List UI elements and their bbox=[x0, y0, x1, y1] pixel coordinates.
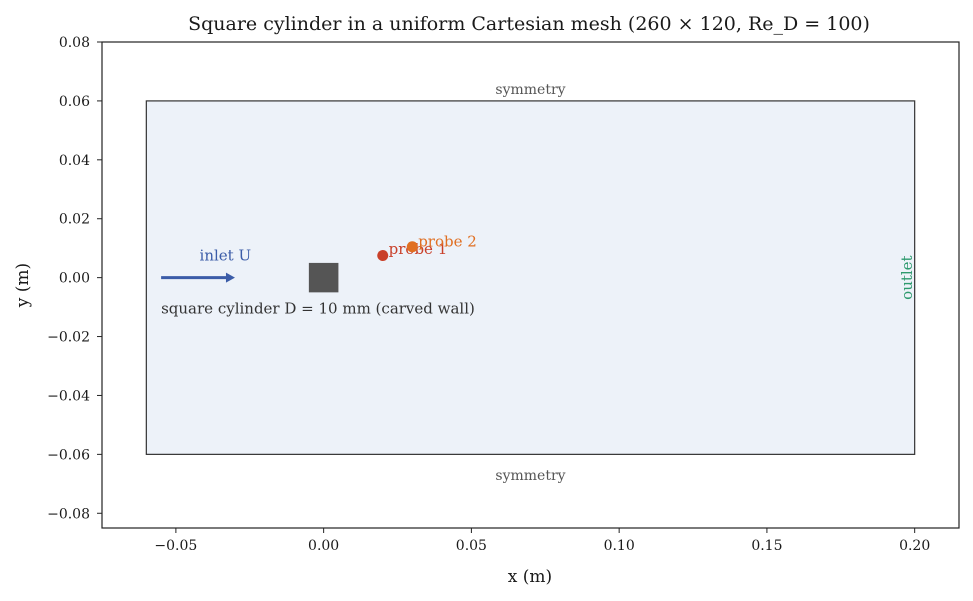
probe-1-marker bbox=[377, 250, 389, 262]
y-tick-label: 0.06 bbox=[59, 94, 90, 110]
probe-2-marker bbox=[406, 241, 418, 253]
x-axis-label: x (m) bbox=[508, 567, 552, 587]
y-tick-label: −0.02 bbox=[47, 330, 90, 346]
chart-title: Square cylinder in a uniform Cartesian m… bbox=[188, 13, 870, 35]
y-axis-ticks: −0.08 −0.06 −0.04 −0.02 0.00 0.02 0.04 0.06 0.08 bbox=[47, 35, 102, 522]
y-tick-label: 0.00 bbox=[59, 271, 90, 287]
cylinder-label: square cylinder D = 10 mm (carved wall) bbox=[161, 300, 475, 318]
y-tick-label: −0.08 bbox=[47, 506, 90, 522]
plot-marks: symmetry symmetry square cylinder D = 10 m… bbox=[145, 82, 916, 484]
symmetry-label: symmetry bbox=[495, 468, 565, 484]
y-tick-label: 0.02 bbox=[59, 212, 90, 228]
square-cylinder bbox=[308, 262, 339, 293]
x-tick-label: 0.05 bbox=[456, 538, 487, 554]
outlet-label: outlet bbox=[898, 255, 916, 299]
inlet-arrow-head bbox=[225, 272, 235, 283]
y-tick-label: 0.04 bbox=[59, 153, 90, 169]
y-tick-label: −0.04 bbox=[47, 388, 90, 404]
inlet-label: inlet U bbox=[200, 247, 252, 265]
symmetry-label: symmetry bbox=[495, 82, 565, 98]
probe-2-label: probe 2 bbox=[418, 232, 477, 250]
y-axis-label: y (m) bbox=[13, 263, 33, 308]
x-tick-label: 0.10 bbox=[604, 538, 635, 554]
x-tick-label: 0.00 bbox=[308, 538, 339, 554]
y-tick-label: −0.06 bbox=[47, 447, 90, 463]
x-tick-label: 0.20 bbox=[899, 538, 930, 554]
x-axis-ticks: −0.05 0.00 0.05 0.10 0.15 0.20 bbox=[154, 528, 930, 554]
computational-domain bbox=[145, 100, 916, 455]
x-tick-label: −0.05 bbox=[154, 538, 197, 554]
probe-1-label: probe 1 bbox=[389, 240, 448, 258]
x-tick-label: 0.15 bbox=[751, 538, 782, 554]
y-tick-label: 0.08 bbox=[59, 35, 90, 51]
plot-frame bbox=[101, 41, 960, 529]
